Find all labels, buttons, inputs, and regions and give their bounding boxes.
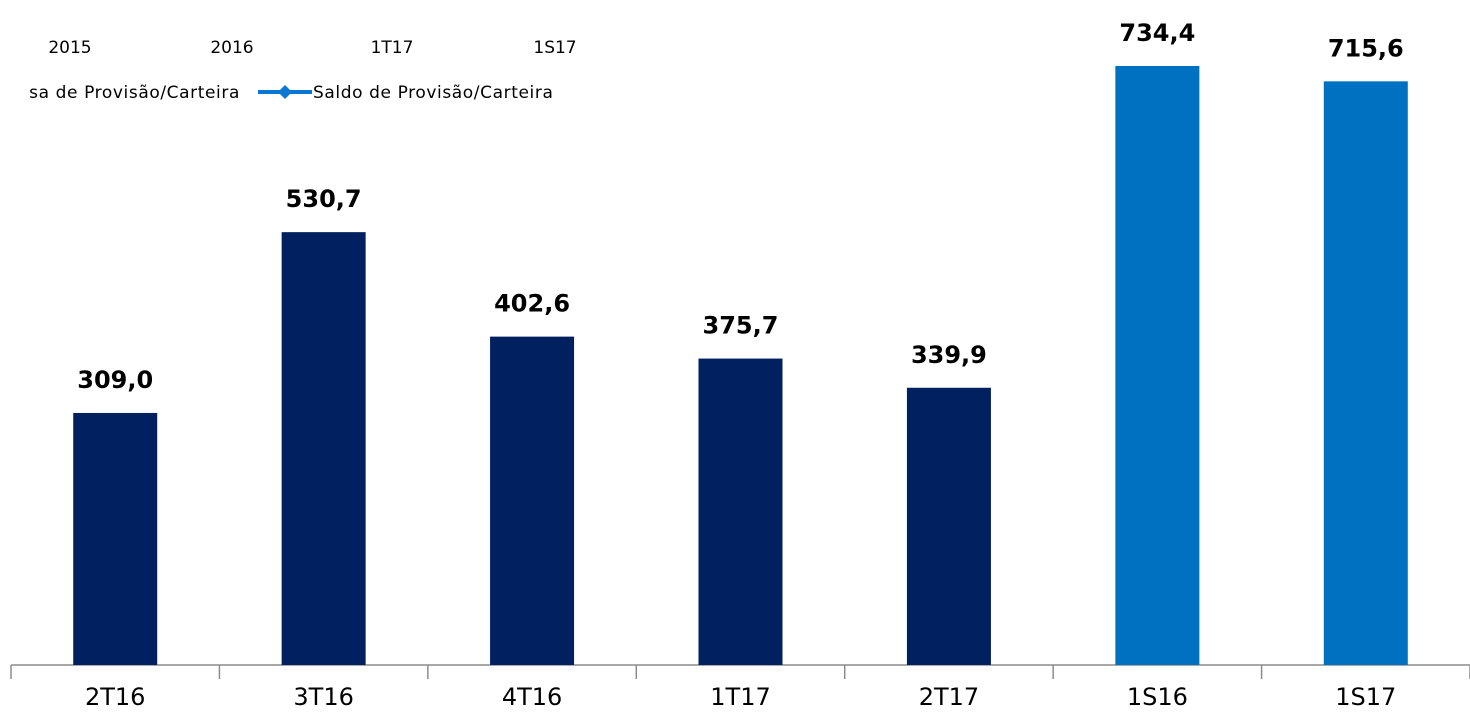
bar (906, 387, 991, 665)
legend-label: sa de Provisão/Carteira (29, 83, 240, 103)
legend-label: Saldo de Provisão/Carteira (313, 83, 553, 103)
value-label: 375,7 (703, 312, 779, 340)
bar (1115, 66, 1200, 665)
value-label: 339,9 (911, 341, 987, 369)
value-label: 530,7 (286, 185, 362, 213)
x-tick-label: 1S16 (1127, 683, 1188, 711)
x-tick-label: 3T16 (293, 683, 353, 711)
bar (698, 358, 783, 665)
x-tick-label: 2T16 (85, 683, 145, 711)
bar (490, 336, 575, 665)
bar (1323, 81, 1408, 666)
x-tick-label: 4T16 (502, 683, 562, 711)
value-label: 402,6 (494, 290, 570, 318)
header-text: 2015 (48, 38, 91, 58)
header-text: 1T17 (371, 38, 414, 58)
value-label: 309,0 (77, 366, 153, 394)
header-text: 2016 (210, 38, 253, 58)
bar (73, 412, 158, 665)
x-tick-label: 1T17 (710, 683, 770, 711)
x-tick-label: 1S17 (1335, 683, 1396, 711)
value-label: 734,4 (1119, 19, 1195, 47)
legend-marker (278, 85, 292, 99)
value-label: 715,6 (1328, 34, 1404, 62)
header-text: 1S17 (533, 38, 576, 58)
x-tick-label: 2T17 (919, 683, 979, 711)
bar (281, 232, 366, 665)
